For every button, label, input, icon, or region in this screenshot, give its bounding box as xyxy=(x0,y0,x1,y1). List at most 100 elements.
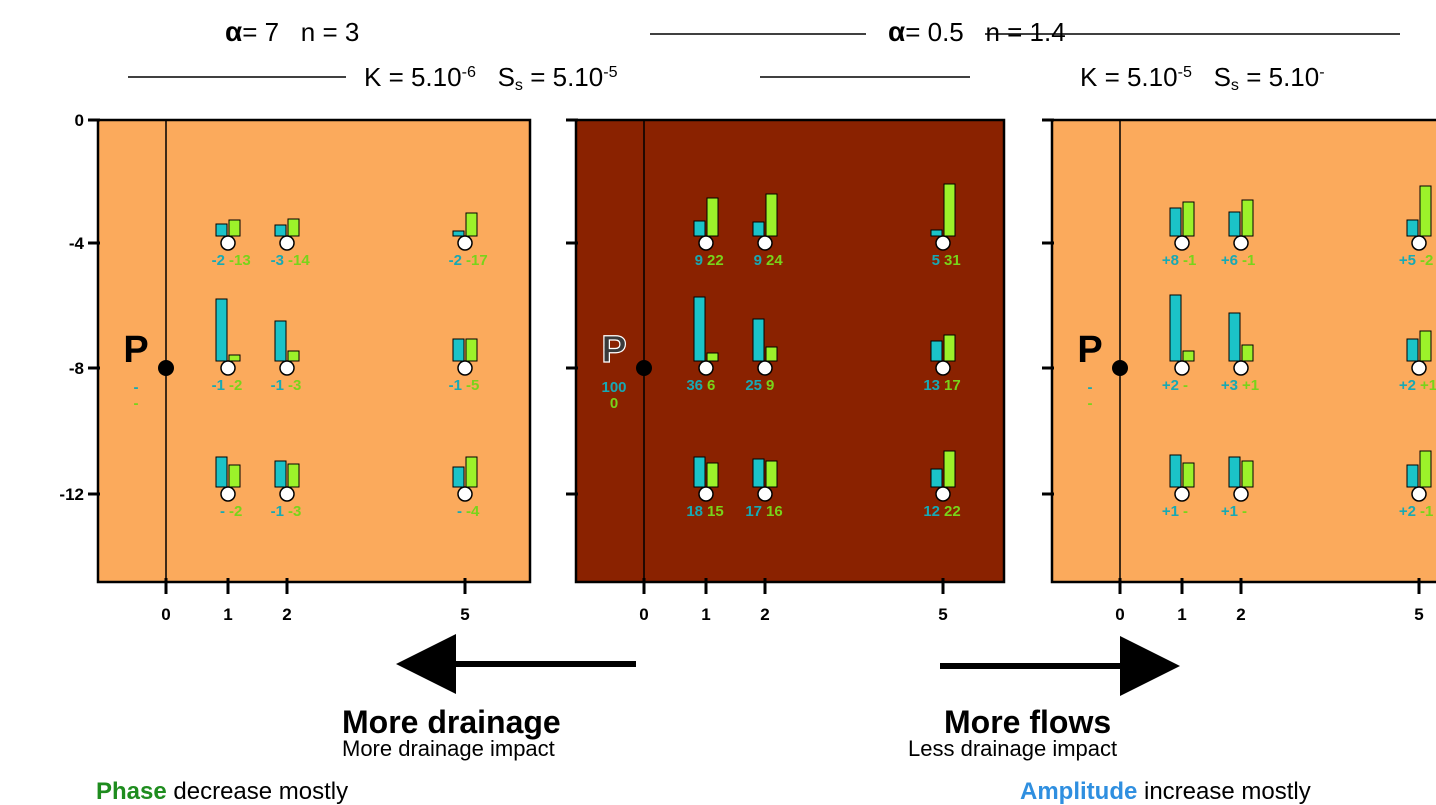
phase-value: -1 xyxy=(1242,252,1255,269)
amplitude-value: 12 xyxy=(923,503,940,520)
amplitude-keyword: Amplitude xyxy=(1020,778,1138,805)
phase-bar xyxy=(706,462,719,488)
amplitude-bar xyxy=(1406,338,1419,362)
amplitude-bar xyxy=(452,230,465,237)
observation-point xyxy=(698,486,714,502)
right-alpha-value: = 0.5 xyxy=(905,17,964,47)
amplitude-bar xyxy=(930,340,943,362)
phase-value: 22 xyxy=(707,252,724,269)
amplitude-note-rest: increase mostly xyxy=(1137,778,1311,805)
phase-value: -17 xyxy=(466,252,488,269)
pumping-well-point xyxy=(1112,360,1128,376)
amplitude-bar xyxy=(215,298,228,362)
phase-bar xyxy=(228,464,241,488)
observation-point xyxy=(698,360,714,376)
phase-value: 6 xyxy=(707,377,715,394)
phase-value: -2 xyxy=(229,377,242,394)
left-n-value: n = 3 xyxy=(300,17,360,47)
amplitude-value: +2 xyxy=(1162,377,1179,394)
amplitude-value: +2 xyxy=(1399,377,1416,394)
well-amplitude-value: - xyxy=(134,379,139,396)
amplitude-value: -3 xyxy=(271,252,284,269)
observation-point xyxy=(279,486,295,502)
observation-point xyxy=(1174,360,1190,376)
panel-right: 0 1 2 5P--+8 -1 +6 -1 +5 -2+2- +3 +1 +2 +1+1- +1- +2 -1 xyxy=(1042,118,1436,624)
more-drainage-subtitle: More drainage impact xyxy=(342,736,555,761)
amplitude-bar xyxy=(1228,312,1241,362)
left-Ss-subscript: s xyxy=(514,76,523,95)
phase-bar xyxy=(765,460,778,488)
phase-value: 31 xyxy=(944,252,961,269)
phase-bar xyxy=(228,354,241,362)
right-K-exponent: -5 xyxy=(1177,63,1192,82)
phase-bar xyxy=(287,350,300,362)
phase-keyword: Phase xyxy=(96,778,167,805)
amplitude-bar xyxy=(452,338,465,362)
observation-point xyxy=(1233,360,1249,376)
phase-bar xyxy=(228,219,241,237)
phase-bar xyxy=(765,193,778,237)
amplitude-bar xyxy=(752,458,765,488)
observation-point xyxy=(1411,235,1427,251)
amplitude-value: -2 xyxy=(212,252,225,269)
x-tick-label: 5 xyxy=(460,605,469,624)
amplitude-value: - xyxy=(457,503,462,520)
amplitude-value: -1 xyxy=(449,377,462,394)
right-K-Ss-params: K = 5.10-5 Ss = 5.10- xyxy=(1080,62,1325,93)
amplitude-bar xyxy=(930,468,943,488)
well-phase-value: - xyxy=(1088,395,1093,412)
amplitude-note: Amplitude increase mostly xyxy=(1020,780,1311,804)
phase-value: - xyxy=(1183,377,1188,394)
amplitude-value: +1 xyxy=(1221,503,1238,520)
observation-point xyxy=(457,235,473,251)
left-K-Ss-params: K = 5.10-6 Ss = 5.10-5 xyxy=(364,62,618,93)
amplitude-bar xyxy=(1228,211,1241,237)
observation-point xyxy=(935,486,951,502)
phase-bar xyxy=(465,338,478,362)
phase-value: -14 xyxy=(288,252,310,269)
observation-point xyxy=(757,235,773,251)
amplitude-value: +2 xyxy=(1399,503,1416,520)
phase-value: 16 xyxy=(766,503,783,520)
amplitude-bar xyxy=(274,224,287,237)
x-tick-label: 0 xyxy=(639,605,648,624)
phase-value: -13 xyxy=(229,252,251,269)
phase-value: 24 xyxy=(766,252,783,269)
amplitude-value: 25 xyxy=(745,377,762,394)
amplitude-bar xyxy=(1169,207,1182,237)
observation-point xyxy=(1411,360,1427,376)
phase-value: -3 xyxy=(288,503,301,520)
observation-point xyxy=(279,360,295,376)
phase-bar xyxy=(706,197,719,237)
phase-value: -2 xyxy=(1420,252,1433,269)
phase-value: +1 xyxy=(1242,377,1259,394)
y-tick-label: -12 xyxy=(59,485,84,504)
phase-value: -1 xyxy=(1420,503,1433,520)
amplitude-bar xyxy=(274,320,287,362)
amplitude-value: 5 xyxy=(932,252,940,269)
y-tick-label: -4 xyxy=(69,234,85,253)
phase-bar xyxy=(1182,201,1195,237)
right-n-value: n = 1.4 xyxy=(985,17,1066,47)
observation-point xyxy=(457,486,473,502)
amplitude-bar xyxy=(693,220,706,237)
right-Ss-symbol: S xyxy=(1213,62,1231,92)
phase-value: - xyxy=(1183,503,1188,520)
well-phase-value: 0 xyxy=(610,395,618,412)
amplitude-bar xyxy=(1406,219,1419,237)
amplitude-value: -2 xyxy=(449,252,462,269)
well-amplitude-value: - xyxy=(1088,379,1093,396)
amplitude-bar xyxy=(693,296,706,362)
amplitude-bar xyxy=(1169,294,1182,362)
pumping-well-point xyxy=(158,360,174,376)
left-Ss-symbol: S xyxy=(497,62,515,92)
right-K-base: K = 5.10 xyxy=(1080,62,1178,92)
amplitude-value: +3 xyxy=(1221,377,1238,394)
phase-bar xyxy=(1419,450,1432,488)
x-tick-label: 0 xyxy=(1115,605,1124,624)
phase-note-rest: decrease mostly xyxy=(166,778,349,805)
more-flows-subtitle: Less drainage impact xyxy=(908,736,1118,761)
observation-point xyxy=(220,486,236,502)
